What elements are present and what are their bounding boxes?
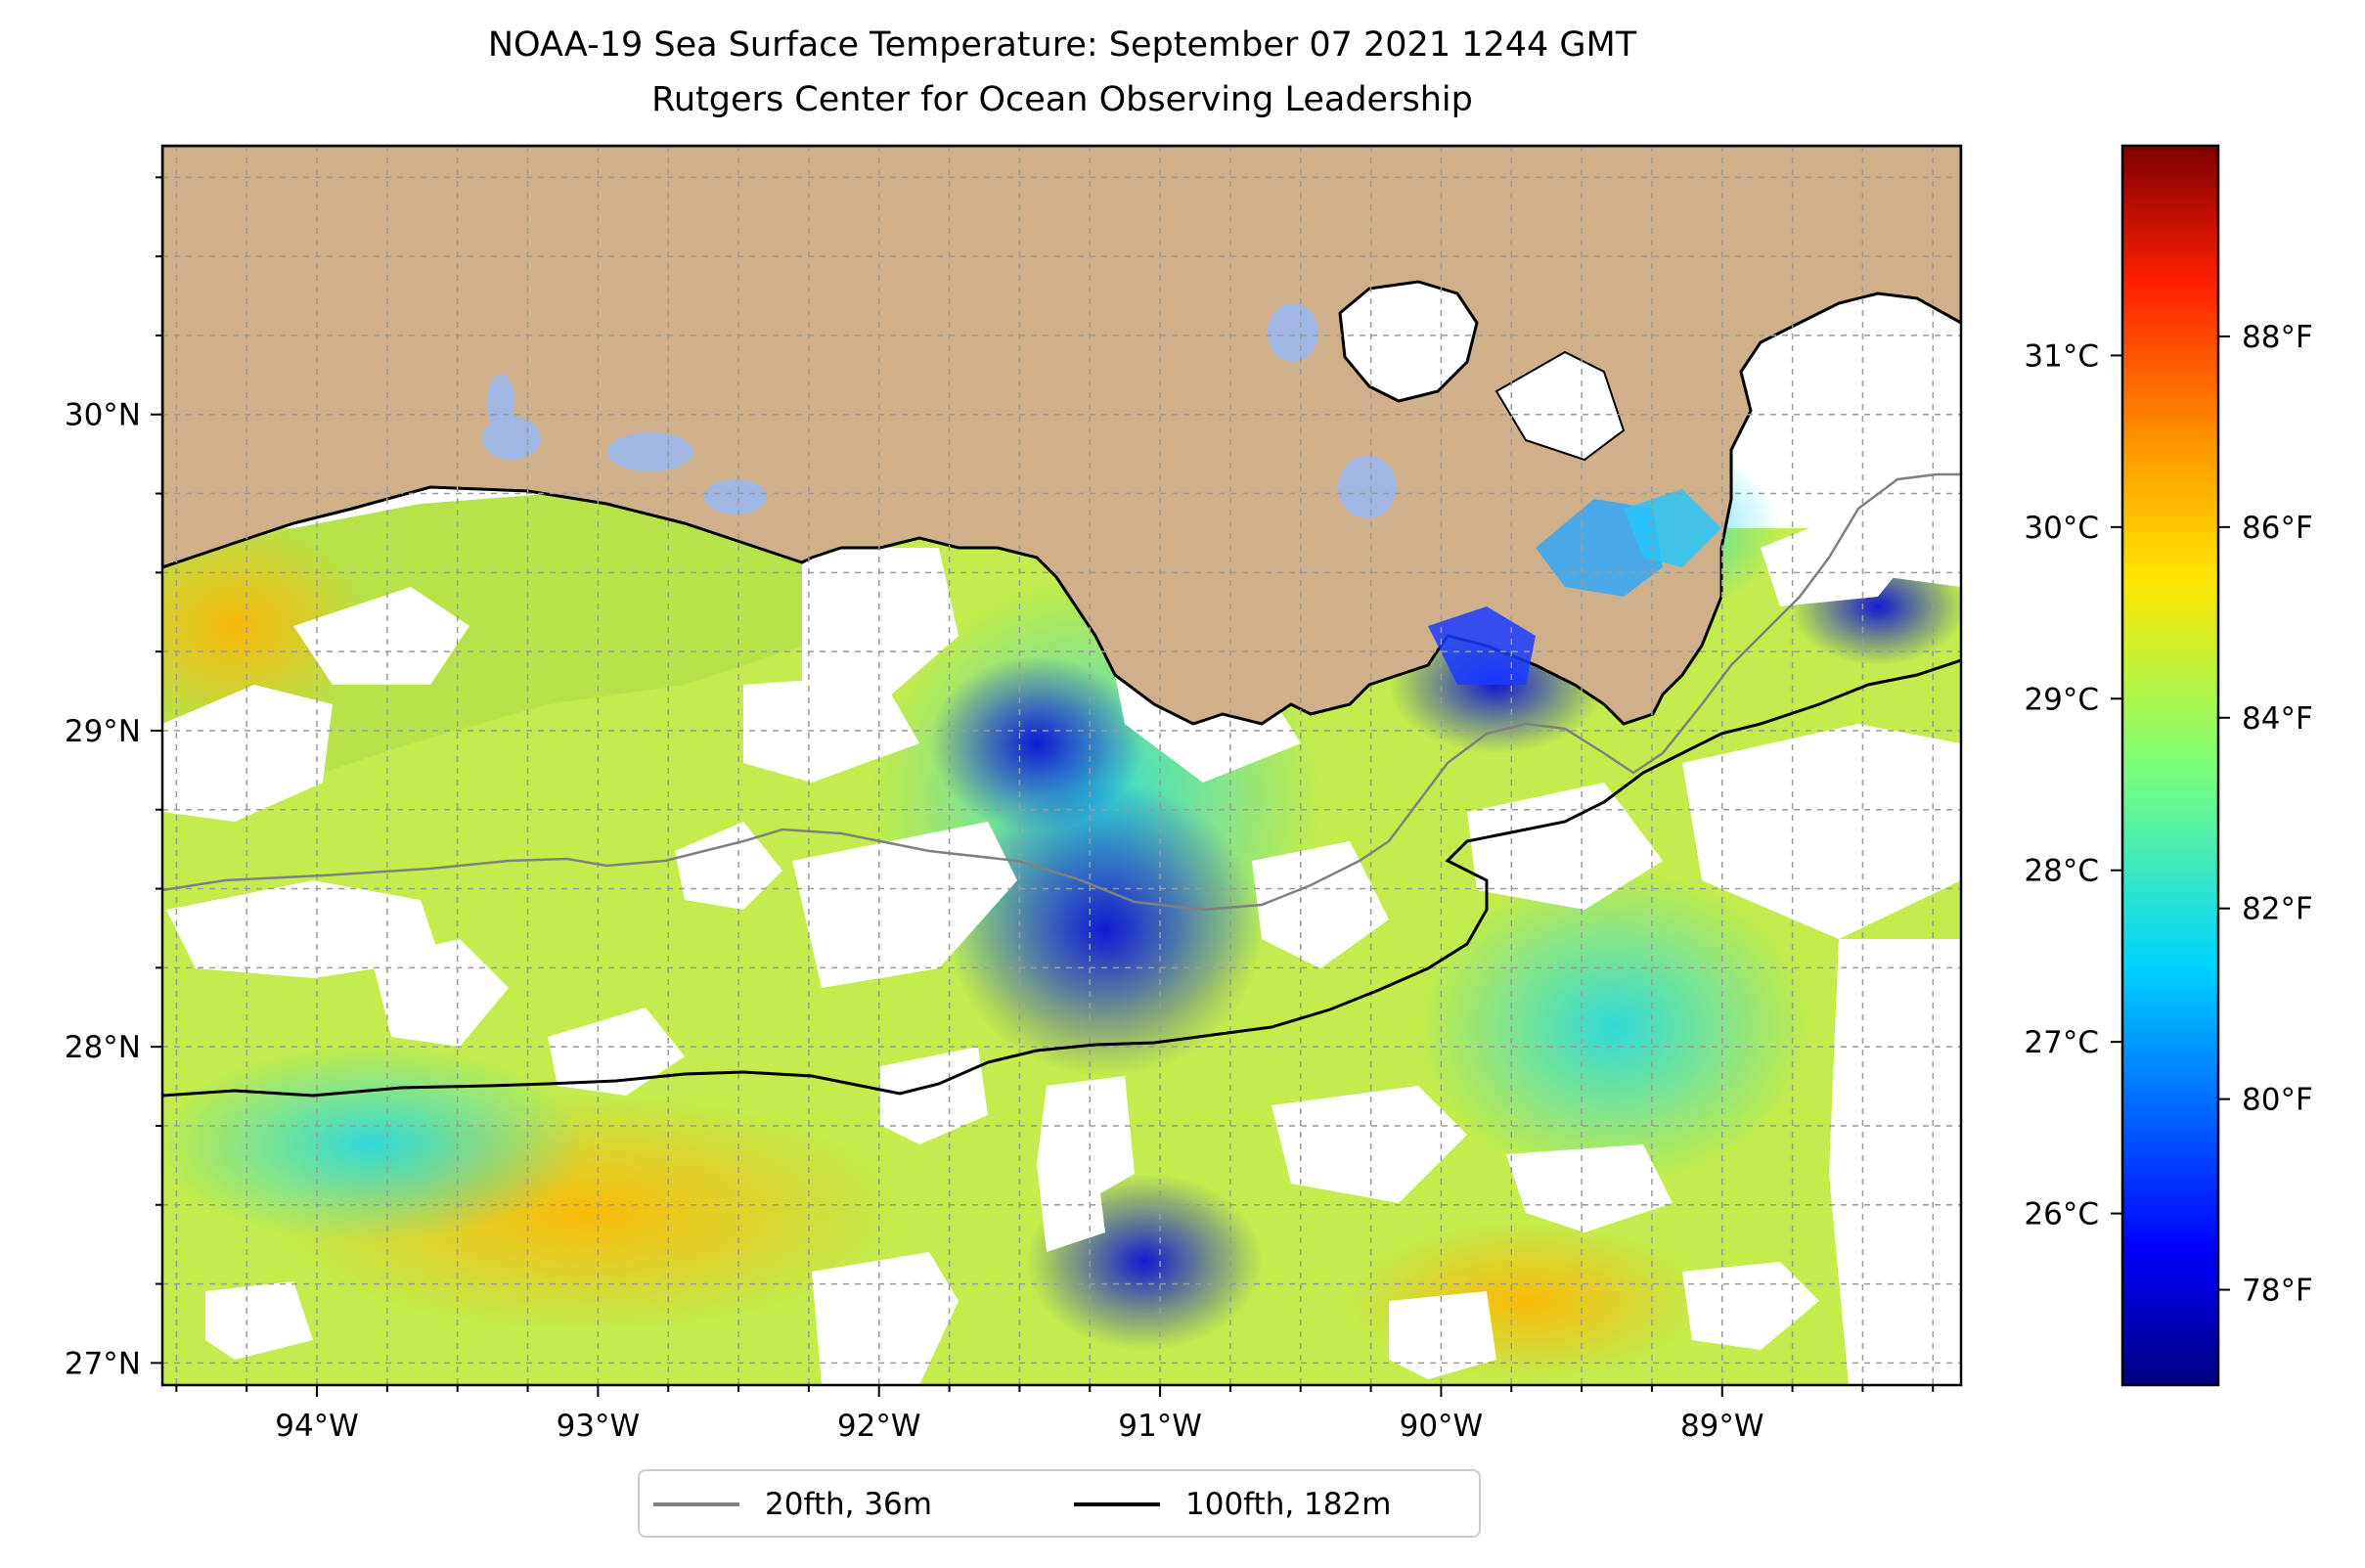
celsius-tick-label: 30°C	[2024, 511, 2099, 546]
lon-tick-label: 93°W	[557, 1409, 641, 1444]
lat-tick-label: 29°N	[65, 714, 141, 749]
legend: 20fth, 36m 100fth, 182m	[638, 1469, 1481, 1538]
legend-item-100fth: 100fth, 182m	[1074, 1483, 1391, 1526]
legend-swatch-100fth	[1074, 1502, 1160, 1506]
fahrenheit-tick-label: 88°F	[2242, 320, 2313, 355]
plot-frame	[160, 144, 1963, 1387]
legend-item-20fth: 20fth, 36m	[653, 1483, 932, 1526]
lat-tick-label: 28°N	[65, 1030, 141, 1065]
fahrenheit-tick-label: 84°F	[2242, 701, 2313, 737]
legend-swatch-20fth	[653, 1502, 739, 1506]
celsius-tick-label: 27°C	[2024, 1025, 2099, 1060]
colorbar-ticks	[2111, 335, 2230, 1291]
lon-tick-label: 92°W	[837, 1409, 921, 1444]
chart-subtitle: Rutgers Center for Ocean Observing Leade…	[651, 80, 1473, 119]
legend-label-100fth: 100fth, 182m	[1185, 1487, 1392, 1522]
fahrenheit-tick-label: 82°F	[2242, 892, 2313, 927]
contour-20fth	[162, 472, 1961, 912]
axis-ticks	[151, 176, 1935, 1397]
legend-label-20fth: 20fth, 36m	[765, 1487, 932, 1522]
colorbar	[2120, 144, 2220, 1387]
lat-tick-label: 30°N	[65, 398, 141, 433]
inland-lakes	[482, 303, 1397, 518]
fahrenheit-tick-label: 78°F	[2242, 1274, 2313, 1309]
lat-tick-label: 27°N	[65, 1346, 141, 1381]
celsius-tick-label: 26°C	[2024, 1197, 2099, 1232]
fahrenheit-tick-label: 86°F	[2242, 511, 2313, 546]
lake-pontchartrain	[1338, 280, 1479, 403]
contour-100fth	[162, 658, 1961, 1098]
lon-tick-label: 89°W	[1680, 1409, 1764, 1444]
plot-area	[162, 146, 1961, 1385]
colorbar-fahrenheit-labels: 88°F 86°F 84°F 82°F 80°F 78°F	[2242, 320, 2313, 1309]
celsius-tick-label: 29°C	[2024, 682, 2099, 717]
lon-tick-label: 90°W	[1400, 1409, 1484, 1444]
latitude-labels: 30°N 29°N 28°N 27°N	[65, 398, 141, 1382]
colorbar-celsius-labels: 31°C 30°C 29°C 28°C 27°C 26°C	[2024, 338, 2099, 1232]
fahrenheit-tick-label: 80°F	[2242, 1083, 2313, 1118]
longitude-labels: 94°W 93°W 92°W 91°W 90°W 89°W	[275, 1409, 1763, 1444]
chart-title: NOAA-19 Sea Surface Temperature: Septemb…	[487, 25, 1637, 65]
lon-tick-label: 94°W	[275, 1409, 359, 1444]
lon-tick-label: 91°W	[1118, 1409, 1202, 1444]
celsius-tick-label: 31°C	[2024, 338, 2099, 374]
celsius-tick-label: 28°C	[2024, 854, 2099, 889]
